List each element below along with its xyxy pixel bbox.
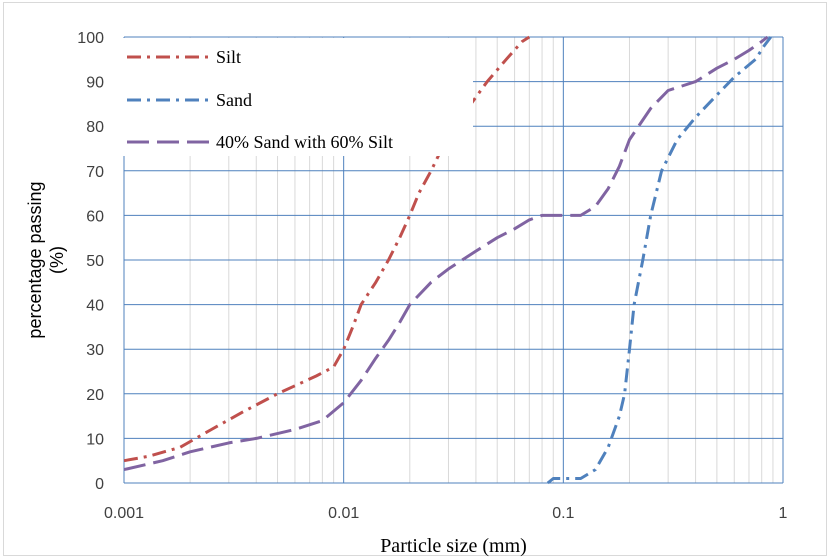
y-tick-label: 20 xyxy=(86,387,104,404)
y-tick-label: 0 xyxy=(95,476,104,493)
y-tick-label: 60 xyxy=(86,208,104,225)
y-axis-title-line-2: (%) xyxy=(47,246,67,274)
x-tick-label: 0.1 xyxy=(552,505,574,522)
x-tick-label: 0.01 xyxy=(328,505,359,522)
legend-box xyxy=(123,38,473,156)
y-tick-label: 80 xyxy=(86,119,104,136)
legend-label: Sand xyxy=(216,90,252,110)
y-axis-title-line-1: percentage passing xyxy=(25,181,45,338)
y-tick-label: 10 xyxy=(86,431,104,448)
x-tick-labels: 0.001 0.01 0.1 1 xyxy=(104,505,788,522)
series-line-2 xyxy=(546,36,772,485)
series-line-3 xyxy=(123,35,769,472)
series-line-1 xyxy=(123,35,531,463)
y-tick-label: 100 xyxy=(77,30,104,47)
x-axis-title: Particle size (mm) xyxy=(380,535,527,557)
chart-border xyxy=(3,2,827,556)
legend-label: 40% Sand with 60% Silt xyxy=(216,132,393,152)
y-axis-title: percentage passing (%) xyxy=(25,181,67,338)
y-tick-label: 40 xyxy=(86,298,104,315)
y-tick-label: 50 xyxy=(86,253,104,270)
x-tick-label: 1 xyxy=(779,505,788,522)
y-tick-label: 30 xyxy=(86,342,104,359)
y-tick-labels: 0 10 20 30 40 50 60 70 80 90 100 xyxy=(77,30,104,493)
y-tick-label: 70 xyxy=(86,164,104,181)
legend-label: Silt xyxy=(216,47,241,67)
y-tick-label: 90 xyxy=(86,75,104,92)
legend: Silt Sand 40% Sand with 60% Silt xyxy=(123,38,473,156)
series-layer xyxy=(123,35,772,485)
x-tick-label: 0.001 xyxy=(104,505,144,522)
